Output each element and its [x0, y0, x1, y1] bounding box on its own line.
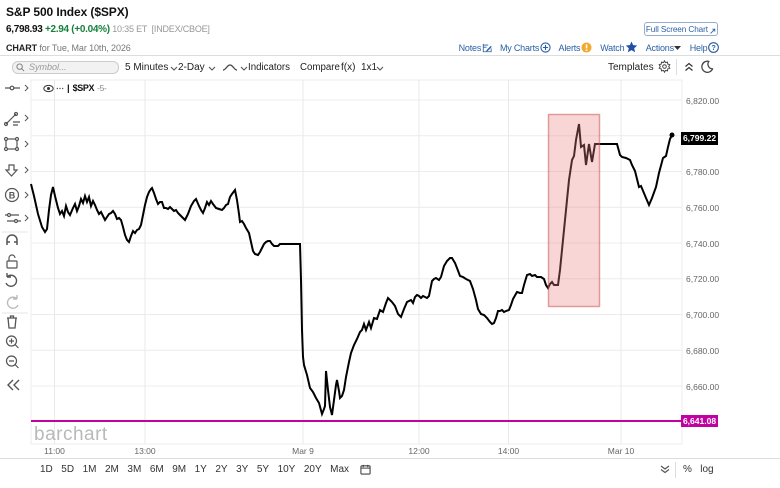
- svg-text:B: B: [9, 191, 16, 201]
- svg-text:?: ?: [711, 43, 716, 52]
